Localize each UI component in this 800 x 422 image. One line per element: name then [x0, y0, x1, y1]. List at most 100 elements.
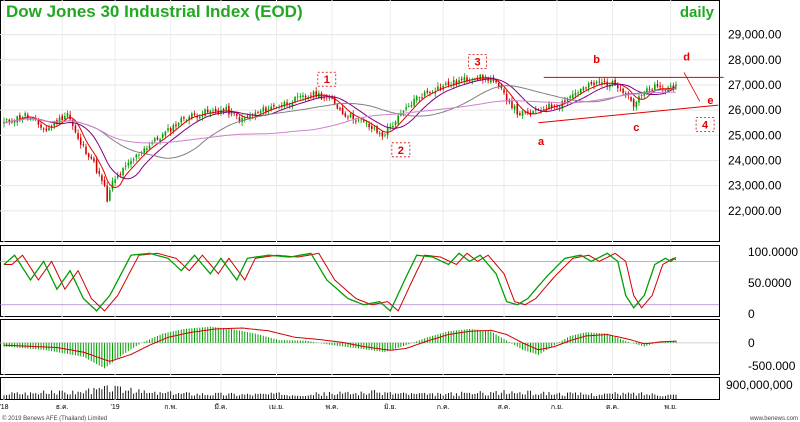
price-y-tick-label: 28,000.00	[728, 53, 782, 67]
candle-body	[16, 116, 19, 123]
candle-body	[384, 134, 386, 136]
candle-body	[511, 101, 513, 109]
candle-body	[241, 117, 243, 123]
candle-body	[58, 117, 61, 124]
candle-body	[164, 131, 167, 136]
candle-body	[111, 181, 114, 190]
candle-body	[127, 162, 130, 166]
candle-body	[156, 137, 159, 140]
candle-body	[296, 96, 299, 98]
candle-body	[455, 80, 458, 85]
candle-body	[159, 139, 161, 142]
moving-average-line	[3, 85, 677, 159]
x-tick-label: ธ.ค.	[56, 404, 69, 411]
candle-body	[291, 103, 294, 106]
candle-body	[270, 106, 273, 110]
candle-body	[363, 120, 365, 122]
candle-body	[365, 122, 368, 124]
x-tick-label: มี.ค.	[214, 403, 227, 411]
candle-body	[177, 123, 180, 126]
candle-body	[87, 153, 90, 158]
candle-body	[452, 79, 455, 86]
candle-body	[196, 115, 198, 118]
candle-body	[66, 113, 69, 117]
candle-body	[656, 84, 659, 87]
candle-body	[262, 107, 265, 112]
stochastic-panel-frame	[0, 245, 720, 317]
candle-body	[19, 115, 21, 120]
candle-body	[315, 91, 317, 97]
candle-body	[249, 115, 251, 118]
candle-body	[407, 106, 410, 107]
candle-body	[572, 94, 574, 98]
candle-body	[132, 159, 135, 161]
candle-body	[640, 94, 643, 97]
wave-label: d	[683, 52, 690, 64]
wave-label: c	[633, 122, 639, 134]
wave-label-box	[391, 142, 411, 158]
candle-body	[64, 116, 66, 120]
candle-body	[376, 126, 378, 133]
candle-body	[312, 91, 315, 98]
candle-body	[5, 119, 8, 121]
candle-body	[574, 92, 577, 96]
candle-body	[405, 107, 407, 110]
price-y-tick-label: 26,000.00	[728, 103, 782, 117]
candle-body	[503, 89, 505, 93]
candle-body	[439, 87, 442, 89]
candle-body	[516, 104, 519, 115]
candle-body	[468, 80, 471, 82]
stochastic-y-tick-label: 50.0000	[748, 276, 792, 290]
candle-body	[265, 107, 267, 113]
candle-body	[114, 179, 116, 183]
candle-body	[333, 97, 336, 105]
candle-body	[302, 95, 304, 98]
candle-body	[630, 97, 632, 101]
wave-label: b	[593, 54, 600, 66]
price-panel-frame	[0, 0, 720, 242]
candle-body	[238, 117, 241, 122]
candle-body	[410, 105, 413, 107]
candle-body	[45, 128, 48, 131]
moving-average-line	[3, 78, 677, 180]
candle-body	[201, 114, 204, 117]
stochastic-y-tick-label: 100.0000	[748, 245, 798, 259]
candle-body	[617, 84, 619, 89]
candle-body	[415, 96, 418, 101]
candle-body	[513, 105, 516, 110]
candle-body	[394, 121, 397, 125]
candle-body	[344, 113, 347, 117]
chart-title: Dow Jones 30 Industrial Index (EOD)	[6, 2, 303, 21]
candle-body	[79, 137, 82, 145]
x-tick-label: เม.ย.	[269, 404, 284, 411]
candle-body	[124, 165, 127, 167]
candle-body	[447, 81, 450, 85]
candle-body	[50, 126, 53, 128]
candle-body	[521, 111, 524, 116]
candle-body	[426, 90, 429, 93]
candle-body	[349, 113, 352, 118]
x-tick-label: ก.ค.	[437, 404, 450, 411]
candle-body	[27, 114, 29, 119]
wave-label: 2	[398, 145, 404, 157]
price-y-tick-label: 24,000.00	[728, 153, 782, 167]
candle-body	[77, 133, 79, 139]
price-y-tick-label: 29,000.00	[728, 28, 782, 42]
x-tick-label: ต.ค.	[606, 404, 619, 411]
candle-body	[230, 111, 233, 115]
candle-body	[429, 92, 431, 94]
candle-body	[130, 160, 132, 165]
moving-average-line	[3, 91, 677, 144]
candle-body	[614, 79, 616, 86]
candle-body	[119, 174, 122, 175]
candle-body	[378, 132, 381, 135]
candle-body	[138, 154, 140, 156]
candle-body	[534, 108, 537, 111]
candle-body	[421, 97, 423, 99]
candle-body	[352, 114, 355, 120]
candle-body	[42, 128, 45, 130]
candle-body	[418, 97, 421, 99]
candle-body	[336, 104, 339, 109]
candle-body	[225, 106, 228, 110]
candle-body	[392, 125, 394, 128]
